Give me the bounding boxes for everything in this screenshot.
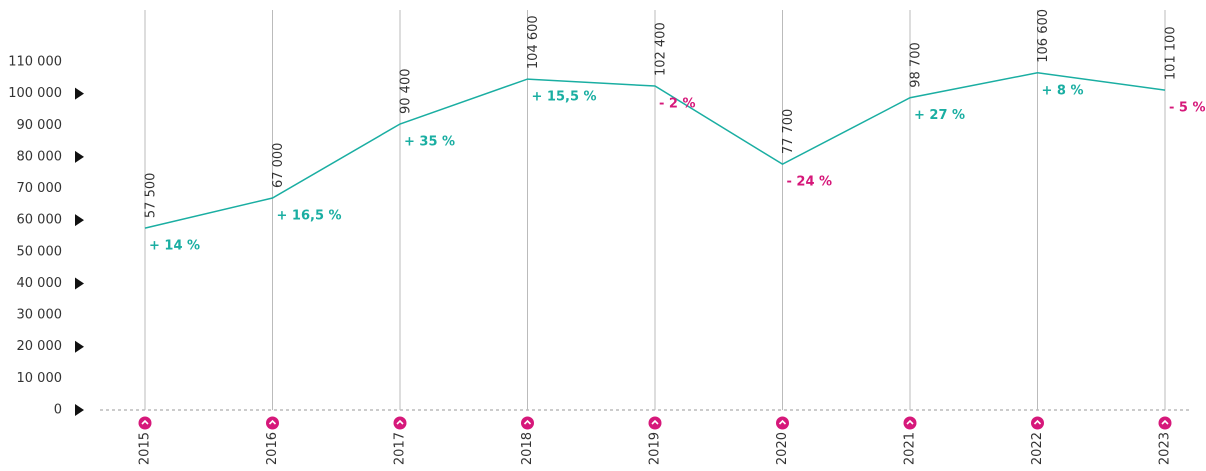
year-icon [903,416,917,430]
value-label: 67 000 [271,143,286,189]
tick-arrow [75,150,84,163]
change-label: - 5 % [1169,101,1206,116]
change-label: + 27 % [914,108,965,123]
x-tick-label: 2017 [393,432,408,465]
y-tick-label: 70 000 [17,181,63,196]
value-label: 90 400 [399,69,414,115]
change-label: - 24 % [787,175,833,190]
y-tick-label: 60 000 [17,213,63,228]
y-tick-label: 0 [54,403,62,418]
tick-arrow [75,214,84,227]
year-icon [648,416,662,430]
change-label: + 16,5 % [277,209,342,224]
year-icon [521,416,534,430]
value-label: 102 400 [654,22,669,76]
tick-arrow [75,87,84,100]
year-icon [1031,416,1044,430]
year-icon-chevron [906,419,914,425]
x-tick-label: 2015 [138,432,153,465]
year-icon-chevron [1033,419,1042,425]
x-tick-label: 2021 [903,432,918,465]
change-label: + 15,5 % [532,90,597,105]
y-tick-label: 90 000 [17,118,63,133]
y-tick-label: 20 000 [17,339,63,354]
change-label: + 8 % [1042,83,1084,98]
y-tick-label: 100 000 [8,86,62,101]
value-label: 104 600 [526,15,541,69]
tick-arrow [75,340,84,353]
year-icon-chevron [141,419,149,425]
year-icon [776,416,789,430]
year-icon [266,416,279,430]
change-label: + 35 % [404,135,455,150]
x-tick-label: 2020 [775,432,790,465]
x-tick-label: 2016 [265,432,280,465]
tick-arrow [75,277,84,290]
y-tick-label: 80 000 [17,149,63,164]
year-icon-chevron [523,419,532,425]
change-label: + 14 % [149,239,200,254]
value-label: 77 700 [781,109,796,155]
year-icon-chevron [1161,419,1169,425]
value-label: 106 600 [1036,9,1051,63]
y-tick-label: 10 000 [17,371,63,386]
y-tick-label: 50 000 [17,244,63,259]
year-icon [1158,416,1172,430]
year-icon [138,416,152,430]
y-tick-label: 40 000 [17,276,63,291]
x-tick-label: 2022 [1030,432,1045,465]
year-icon [393,416,407,430]
y-tick-label: 30 000 [17,308,63,323]
line [144,71,1166,229]
x-tick-label: 2019 [648,432,663,465]
year-icon-chevron [651,419,659,425]
value-label: 101 100 [1164,26,1179,80]
tick-arrow [75,404,84,416]
year-icon-chevron [268,419,277,425]
y-tick-label: 110 000 [8,55,62,70]
x-tick-label: 2023 [1158,432,1173,465]
value-label: 98 700 [909,42,924,88]
value-label: 57 500 [144,173,159,219]
x-tick-label: 2018 [520,432,535,465]
change-label: - 2 % [659,97,696,112]
year-icon-chevron [778,419,787,425]
year-icon-chevron [396,419,404,425]
